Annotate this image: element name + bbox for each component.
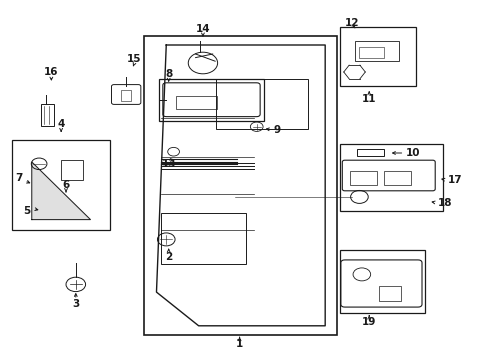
Bar	[41, 104, 54, 126]
Bar	[378, 286, 400, 301]
Text: 12: 12	[344, 18, 359, 28]
Text: 17: 17	[447, 175, 461, 185]
Polygon shape	[32, 162, 90, 220]
Text: 4: 4	[57, 119, 65, 129]
Bar	[144, 36, 337, 335]
Text: 13: 13	[161, 159, 176, 169]
Text: 5: 5	[23, 206, 30, 216]
Text: 11: 11	[361, 94, 376, 104]
Text: 16: 16	[44, 67, 59, 77]
Bar	[161, 213, 245, 264]
Text: 8: 8	[165, 69, 172, 79]
Bar	[339, 144, 442, 211]
Bar	[383, 171, 410, 185]
Text: 6: 6	[62, 180, 69, 190]
Text: 3: 3	[72, 299, 79, 309]
Text: 18: 18	[437, 198, 451, 208]
Text: 7: 7	[15, 173, 22, 183]
Text: 2: 2	[165, 252, 172, 262]
Text: 15: 15	[127, 54, 142, 64]
Text: 10: 10	[405, 148, 420, 158]
Bar	[339, 27, 415, 86]
Text: 1: 1	[236, 339, 243, 349]
Bar	[159, 79, 264, 121]
Text: 14: 14	[195, 24, 210, 34]
Bar	[61, 160, 83, 180]
Bar	[176, 96, 216, 109]
Bar	[354, 41, 398, 61]
Text: 19: 19	[361, 317, 376, 327]
Bar	[215, 79, 308, 129]
Bar	[12, 140, 110, 230]
Text: 9: 9	[273, 125, 281, 135]
Bar	[349, 171, 376, 185]
Bar	[121, 90, 131, 101]
Bar	[339, 250, 425, 313]
Bar	[356, 149, 383, 156]
Bar	[359, 47, 383, 58]
